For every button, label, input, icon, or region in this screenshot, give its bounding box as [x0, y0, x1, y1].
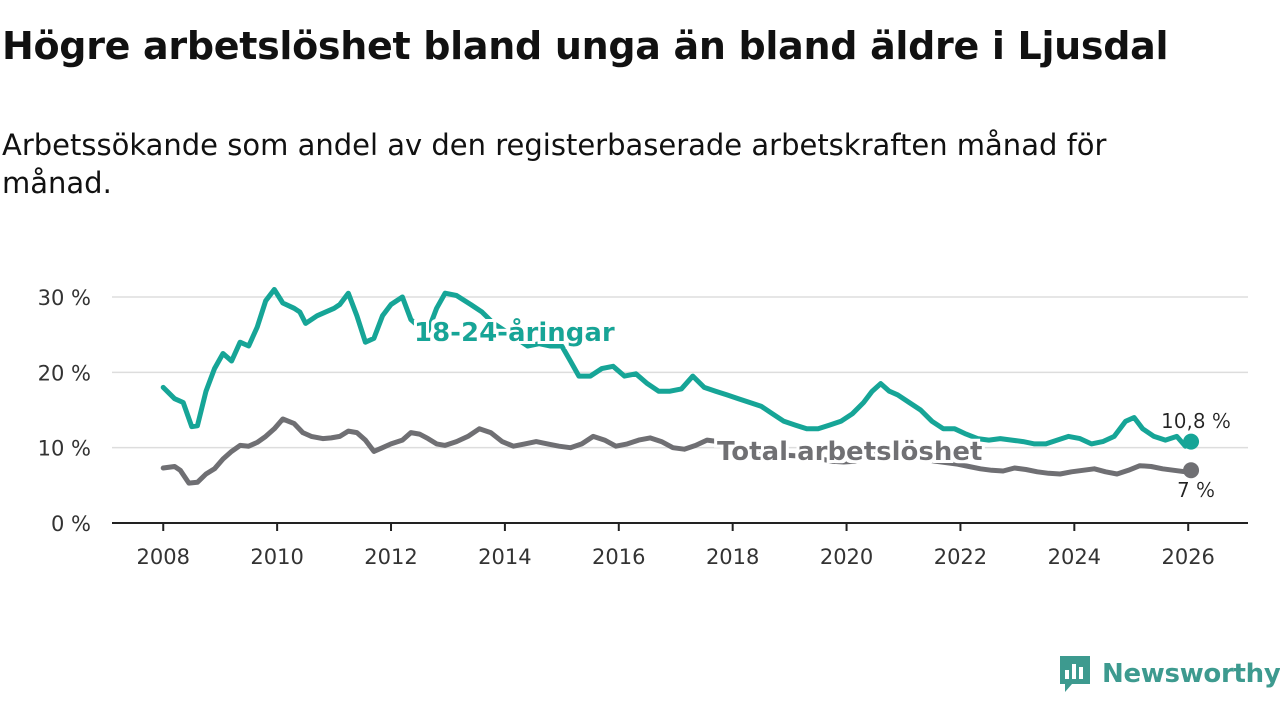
newsworthy-logo-icon	[1060, 656, 1090, 692]
brand-name: Newsworthy	[1102, 659, 1280, 689]
x-tick-label: 2008	[137, 545, 190, 569]
x-tick-label: 2018	[706, 545, 759, 569]
series-labels: 18-24-åringar Total arbetslöshet 10,8 % 7 %	[414, 316, 1231, 502]
x-tick-label: 2024	[1048, 545, 1101, 569]
x-tick-label: 2016	[592, 545, 645, 569]
series-lines	[160, 287, 1200, 486]
x-tick-label: 2012	[364, 545, 417, 569]
x-tick-label: 2026	[1161, 545, 1214, 569]
axes: 0 % 10 % 20 % 30 % 2008 2010 2012 2014 2016 2018 2…	[38, 286, 1248, 569]
end-label-youth: 10,8 %	[1161, 409, 1231, 433]
end-label-total: 7 %	[1177, 478, 1215, 502]
brand: Newsworthy	[1058, 654, 1280, 694]
chart-title: Högre arbetslöshet bland unga än bland ä…	[2, 24, 1169, 68]
series-label-youth: 18-24-åringar	[414, 316, 615, 348]
end-marker-youth	[1183, 433, 1200, 450]
x-tick-label: 2010	[250, 545, 303, 569]
end-marker-total	[1183, 462, 1200, 479]
x-tick-label: 2014	[478, 545, 531, 569]
y-tick-label: 20 %	[38, 361, 91, 385]
chart-subtitle: Arbetssökande som andel av den registerb…	[2, 128, 1107, 200]
x-tick-label: 2022	[934, 545, 987, 569]
x-tick-label: 2020	[820, 545, 873, 569]
grid-lines	[112, 296, 1248, 449]
y-tick-label: 30 %	[38, 286, 91, 310]
y-tick-label: 0 %	[51, 512, 91, 536]
series-line-total	[160, 416, 1194, 486]
series-line-youth	[160, 287, 1194, 449]
series-label-total: Total arbetslöshet	[717, 437, 982, 467]
y-tick-label: 10 %	[38, 437, 91, 461]
